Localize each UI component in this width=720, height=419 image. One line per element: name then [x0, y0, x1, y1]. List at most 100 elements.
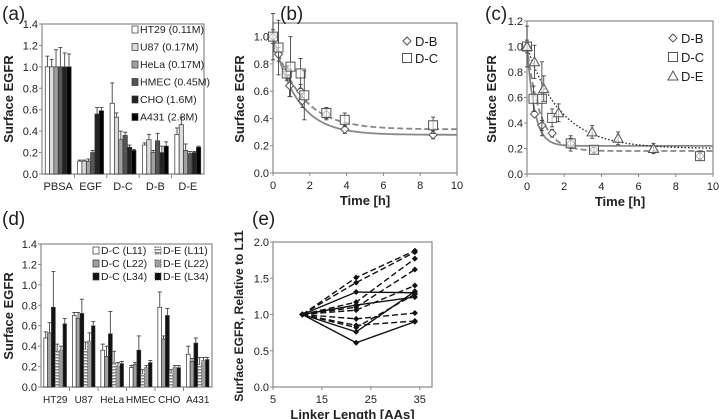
bar — [53, 66, 59, 175]
x-tick-label: 6 — [380, 180, 386, 192]
x-tick-label: HT29 — [43, 395, 68, 406]
bar — [196, 146, 202, 175]
data-point — [411, 282, 418, 289]
diamond-marker — [529, 109, 540, 119]
x-tick-label: 10 — [451, 180, 463, 192]
legend-swatch — [131, 95, 139, 104]
bar — [77, 160, 83, 175]
bar — [111, 362, 117, 388]
square-marker — [536, 93, 547, 104]
panel-label: (e) — [252, 209, 275, 230]
square-marker — [285, 61, 296, 72]
bar — [119, 363, 124, 388]
square-marker — [565, 138, 576, 149]
bar — [62, 323, 67, 388]
x-tick-label: 6 — [636, 181, 642, 193]
legend-label: HeLa (0.17M) — [140, 59, 204, 71]
y-tick-label: 0.8 — [22, 300, 37, 312]
bar — [144, 367, 149, 388]
x-tick-label: 5 — [270, 394, 276, 406]
y-tick-label: 1.4 — [22, 239, 37, 251]
x-tick-label: HeLa — [100, 395, 124, 406]
panel-label: (a) — [2, 4, 25, 25]
bar — [131, 150, 137, 175]
y-tick-label: 1.2 — [508, 16, 523, 28]
x-tick-label: 0 — [270, 180, 276, 192]
square-marker — [428, 120, 439, 131]
data-point — [353, 339, 360, 346]
legend-label: D-C — [681, 50, 704, 65]
data-point — [411, 310, 418, 317]
square-marker — [339, 114, 350, 125]
panel-c: 0.0 0.2 0.4 0.6 0.8 1.0 1.2(c) Surface EGFR Time… — [484, 4, 719, 209]
diamond-marker — [284, 81, 295, 91]
bar — [90, 152, 96, 175]
legend-swatch — [131, 78, 139, 86]
y-tick-label: 0.0 — [254, 382, 269, 394]
legend-swatch — [154, 272, 162, 281]
bar — [136, 349, 142, 388]
data-point — [353, 324, 360, 331]
panel-b: 0.0 0.2 0.4 0.6 0.8 1.0 (b) Surface EGFR Time [h… — [232, 4, 463, 208]
x-tick-label: 4 — [344, 180, 350, 192]
triangle-marker — [528, 55, 541, 67]
bar — [108, 333, 113, 388]
bar — [165, 315, 170, 388]
bar — [71, 315, 77, 388]
x-tick-label: 4 — [598, 181, 604, 193]
legend-label: CHO (1.6M) — [140, 94, 197, 106]
legend-label: D-C (L34) — [101, 271, 147, 283]
legend-label: D-B — [415, 34, 437, 49]
bar — [44, 66, 50, 175]
x-tick-label: 8 — [417, 180, 423, 192]
y-tick-label: 1.0 — [22, 280, 37, 292]
y-tick-label: 0.4 — [23, 126, 38, 138]
bar — [58, 349, 64, 388]
bar — [146, 139, 152, 175]
square-marker — [402, 53, 412, 63]
x-tick-label: 15 — [316, 394, 328, 406]
bar — [129, 367, 134, 388]
bar — [163, 145, 169, 175]
square-marker — [273, 42, 284, 53]
bar — [51, 306, 56, 388]
y-tick-label: 0.2 — [23, 148, 38, 160]
bar — [132, 364, 138, 388]
bar — [79, 313, 85, 388]
y-tick-label: 0.6 — [23, 105, 38, 117]
bar — [157, 306, 163, 388]
y-tick-label: 0.8 — [254, 59, 269, 71]
bar — [94, 113, 100, 175]
triangle-marker — [647, 142, 660, 153]
panel-a: 0.0 0.2 0.4 0.6 0.8 1.0 1.2 1.4(a) Surface EGFR P… — [1, 4, 210, 193]
data-point — [353, 279, 360, 286]
y-tick-label: 0.6 — [254, 86, 269, 98]
bar — [57, 66, 63, 175]
square-marker — [299, 90, 310, 101]
bar — [161, 338, 166, 388]
x-axis-title: Time [h] — [340, 193, 390, 208]
plot-frame — [272, 22, 458, 174]
panel-d: 0.0 0.2 0.4 0.6 0.8 1.0 1.2 1.4 (d) Surface EGFR H… — [1, 209, 213, 406]
bar — [189, 361, 195, 388]
legend-label: D-C (L22) — [101, 258, 147, 270]
bar — [49, 66, 55, 175]
x-tick-label: 35 — [414, 394, 426, 406]
square-marker — [668, 52, 678, 62]
y-tick-label: 1.0 — [254, 310, 269, 322]
legend-label: D-C (L11) — [101, 245, 146, 257]
y-tick-label: 1.0 — [23, 62, 38, 74]
triangle-marker — [612, 132, 624, 143]
data-point — [353, 274, 360, 281]
x-tick-label: A431 — [186, 395, 210, 406]
bar — [176, 367, 182, 388]
x-tick-label: 10 — [707, 181, 719, 193]
y-tick-label: 0.6 — [508, 93, 523, 105]
bar — [126, 146, 132, 175]
x-axis-title: Time [h] — [595, 194, 645, 209]
legend-label: D-E (L11) — [163, 245, 208, 257]
panel-label: (d) — [2, 209, 25, 230]
bar — [104, 356, 109, 388]
bar — [191, 152, 197, 175]
fit-curve — [272, 36, 457, 131]
